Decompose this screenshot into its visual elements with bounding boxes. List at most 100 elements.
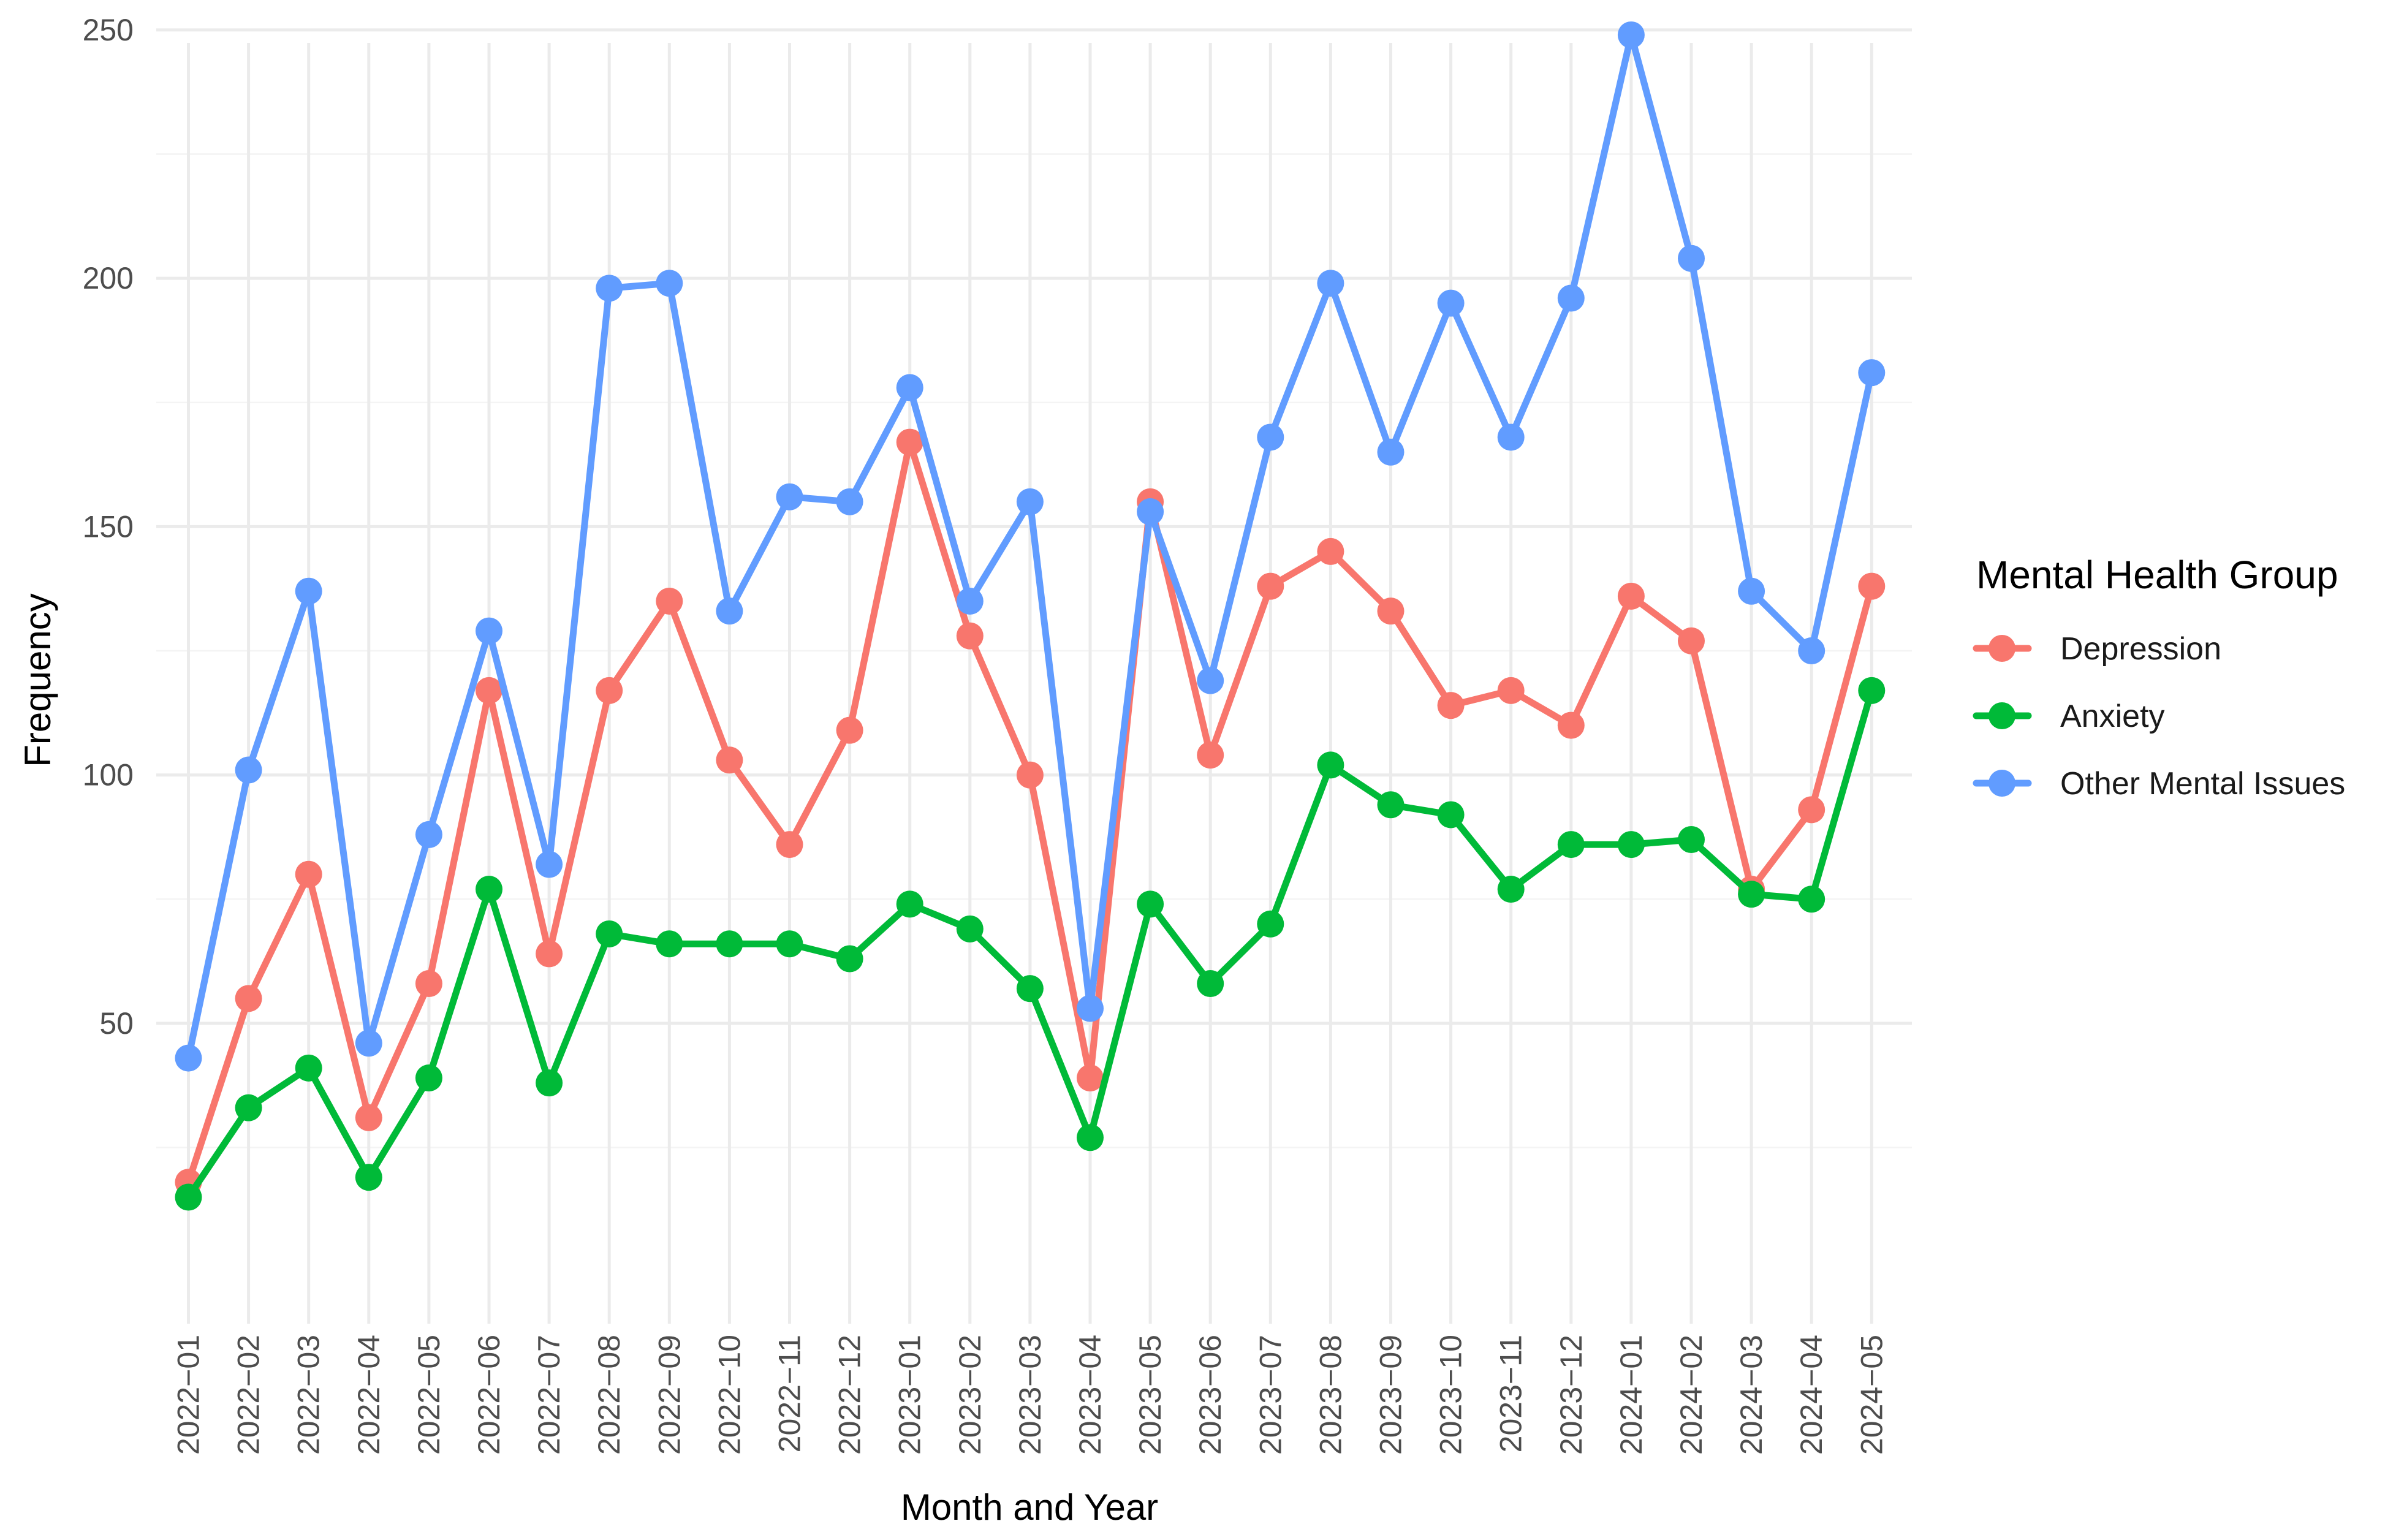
data-point bbox=[1077, 1064, 1104, 1092]
x-tick-label: 2022−11 bbox=[773, 1335, 807, 1452]
y-tick-labels: 50 100 150 200 250 bbox=[83, 13, 134, 1041]
data-point bbox=[1798, 886, 1825, 913]
data-point bbox=[1317, 270, 1344, 297]
data-point bbox=[596, 920, 623, 947]
data-point bbox=[1197, 970, 1224, 998]
data-point bbox=[896, 428, 923, 456]
legend-item: Other Mental Issues bbox=[1973, 766, 2345, 802]
legend-key-point bbox=[1988, 635, 2015, 662]
data-point bbox=[896, 374, 923, 401]
data-point bbox=[1617, 831, 1645, 859]
data-point bbox=[1497, 423, 1525, 451]
legend-item: Anxiety bbox=[1973, 699, 2165, 734]
data-point bbox=[776, 483, 803, 510]
x-tick-label: 2023−04 bbox=[1073, 1335, 1107, 1455]
legend-label: Depression bbox=[2060, 631, 2221, 667]
data-point bbox=[355, 1104, 382, 1131]
data-point bbox=[1738, 577, 1765, 605]
data-point bbox=[1557, 831, 1585, 859]
x-tick-label: 2023−06 bbox=[1193, 1335, 1227, 1455]
data-point bbox=[1738, 881, 1765, 908]
data-point bbox=[1437, 289, 1465, 317]
data-point bbox=[1377, 597, 1405, 625]
y-tick-label: 250 bbox=[83, 13, 134, 47]
data-point bbox=[836, 488, 863, 515]
data-point bbox=[956, 587, 984, 615]
data-point bbox=[415, 821, 442, 848]
data-point bbox=[1497, 876, 1525, 903]
data-point bbox=[1317, 537, 1344, 565]
data-point bbox=[1197, 667, 1224, 694]
series-group bbox=[175, 21, 1886, 1072]
data-point bbox=[1437, 801, 1465, 829]
data-point bbox=[896, 890, 923, 918]
data-point bbox=[235, 1094, 262, 1121]
x-tick-label: 2023−07 bbox=[1253, 1335, 1287, 1455]
y-tick-label: 150 bbox=[83, 509, 134, 544]
data-point bbox=[1317, 751, 1344, 779]
data-point bbox=[1377, 438, 1405, 466]
x-tick-label: 2022−05 bbox=[412, 1335, 446, 1455]
data-point bbox=[836, 716, 863, 744]
data-point bbox=[476, 876, 502, 903]
data-point bbox=[235, 985, 262, 1012]
data-point bbox=[716, 930, 743, 958]
data-point bbox=[1257, 910, 1284, 938]
x-tick-label: 2024−04 bbox=[1794, 1335, 1829, 1455]
x-tick-label: 2023−03 bbox=[1013, 1335, 1047, 1455]
legend-title: Mental Health Group bbox=[1976, 553, 2338, 597]
x-tick-label: 2023−08 bbox=[1313, 1335, 1348, 1455]
x-tick-label: 2022−06 bbox=[472, 1335, 506, 1455]
data-point bbox=[476, 617, 502, 645]
x-tick-label: 2022−07 bbox=[532, 1335, 566, 1455]
data-point bbox=[536, 851, 563, 878]
data-point bbox=[1257, 572, 1284, 600]
x-tick-label: 2022−04 bbox=[352, 1335, 386, 1455]
y-axis-title: Frequency bbox=[17, 593, 58, 767]
data-point bbox=[1437, 692, 1465, 719]
data-point bbox=[956, 622, 984, 650]
data-point bbox=[1678, 825, 1705, 853]
x-tick-label: 2023−05 bbox=[1133, 1335, 1167, 1455]
series-layer bbox=[175, 21, 1886, 1211]
data-point bbox=[1617, 582, 1645, 610]
x-tick-label: 2024−03 bbox=[1734, 1335, 1769, 1455]
x-tick-label: 2022−10 bbox=[712, 1335, 746, 1455]
x-tick-label: 2023−09 bbox=[1374, 1335, 1408, 1455]
y-tick-label: 50 bbox=[99, 1006, 134, 1041]
data-point bbox=[596, 677, 623, 704]
x-tick-labels: 2022−01 2022−02 2022−03 2022−04 2022−05 2022−… bbox=[172, 1335, 1889, 1455]
data-point bbox=[776, 930, 803, 958]
data-point bbox=[235, 756, 262, 784]
data-point bbox=[1617, 21, 1645, 48]
data-point bbox=[1858, 572, 1886, 600]
data-point bbox=[1678, 245, 1705, 272]
x-tick-label: 2023−01 bbox=[893, 1335, 927, 1455]
data-point bbox=[536, 940, 563, 968]
x-tick-label: 2023−12 bbox=[1554, 1335, 1588, 1455]
legend-label: Anxiety bbox=[2060, 699, 2165, 734]
y-tick-label: 100 bbox=[83, 758, 134, 792]
data-point bbox=[1557, 711, 1585, 739]
x-tick-label: 2024−05 bbox=[1854, 1335, 1889, 1455]
data-point bbox=[175, 1183, 202, 1211]
data-point bbox=[1377, 791, 1405, 819]
legend-label: Other Mental Issues bbox=[2060, 766, 2345, 802]
data-point bbox=[536, 1069, 563, 1097]
data-point bbox=[1557, 284, 1585, 312]
x-tick-label: 2023−10 bbox=[1434, 1335, 1468, 1455]
grid bbox=[156, 28, 1912, 1324]
data-point bbox=[415, 1064, 442, 1092]
data-point bbox=[295, 577, 322, 605]
x-tick-label: 2023−02 bbox=[953, 1335, 987, 1455]
x-tick-label: 2024−02 bbox=[1674, 1335, 1708, 1455]
x-tick-label: 2022−02 bbox=[232, 1335, 266, 1455]
legend-item: Depression bbox=[1973, 631, 2221, 667]
data-point bbox=[776, 831, 803, 859]
data-point bbox=[1016, 975, 1044, 1003]
data-point bbox=[295, 860, 322, 888]
series-group bbox=[175, 677, 1886, 1211]
data-point bbox=[476, 677, 502, 704]
data-point bbox=[596, 275, 623, 302]
